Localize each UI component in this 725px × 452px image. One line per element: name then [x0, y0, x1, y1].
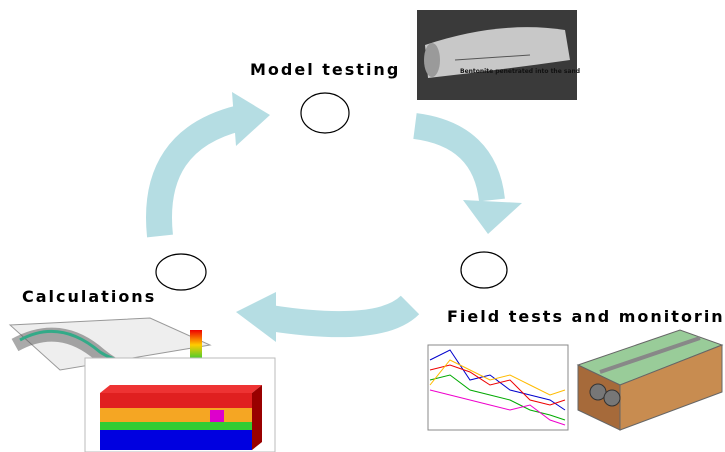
- arrowhead: [232, 92, 270, 146]
- node-marker: [461, 252, 507, 288]
- node-marker: [156, 254, 206, 290]
- cycle-arrows: [159, 92, 522, 342]
- arrowhead: [236, 292, 276, 342]
- node-marker: [301, 93, 349, 133]
- arrowhead: [463, 200, 522, 234]
- node-label: Model testing: [250, 60, 400, 79]
- arrow-field-to-calc: [270, 305, 410, 324]
- monitoring-chart: [428, 345, 568, 430]
- arrow-calc-to-model: [159, 118, 240, 236]
- model-photo: Bentonite penetrated into the sand: [417, 10, 580, 100]
- block-model: [85, 358, 275, 452]
- node-label: Calculations: [22, 287, 156, 306]
- node-label: Field tests and monitoring: [447, 307, 725, 326]
- arrow-model-to-field: [415, 126, 492, 200]
- photo-caption: Bentonite penetrated into the sand: [460, 68, 580, 75]
- trench-model: [578, 330, 722, 430]
- diagram: Model testing Field tests and monitoring…: [0, 0, 725, 452]
